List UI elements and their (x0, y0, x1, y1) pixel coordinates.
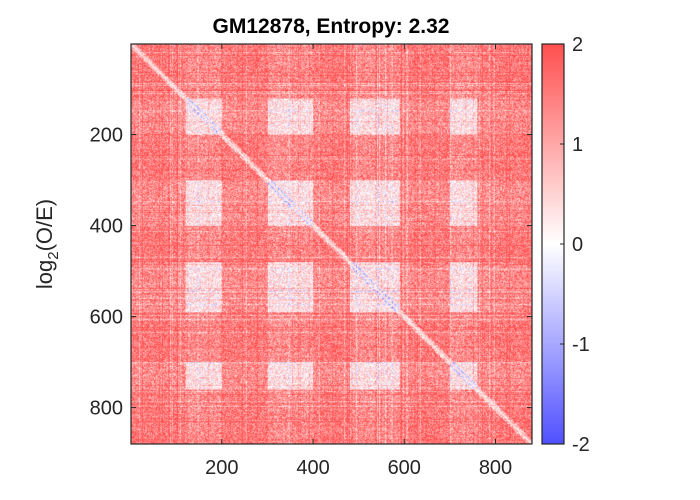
colorbar: 2 1 0 -1 -2 (541, 34, 590, 456)
plot-frame (130, 43, 533, 445)
colorbar-tick-label: -2 (572, 434, 590, 456)
y-tick-label: 400 (90, 216, 123, 238)
y-tick-label: 600 (90, 307, 123, 329)
x-tick-label: 400 (296, 457, 329, 479)
x-tick-label: 200 (205, 457, 238, 479)
heatmap-matrix (131, 44, 532, 444)
y-label-subscript: 2 (45, 251, 62, 259)
y-tick-label: 200 (90, 125, 123, 147)
colorbar-tick-label: 2 (572, 34, 583, 56)
colorbar-tick-label: 0 (572, 234, 583, 256)
colorbar-tick-label: -1 (572, 334, 590, 356)
y-label-base: log (32, 260, 57, 289)
y-axis: 200 400 600 800 (90, 125, 532, 420)
y-tick-label: 800 (90, 398, 123, 420)
heatmap-plot: 200 400 600 800 200 400 600 800 (90, 43, 533, 479)
chart-title: GM12878, Entropy: 2.32 (213, 15, 450, 38)
x-tick-label: 800 (479, 457, 512, 479)
colorbar-tick-label: 1 (572, 134, 583, 156)
colorbar-ticks: 2 1 0 -1 -2 (560, 34, 590, 456)
x-tick-label: 600 (388, 457, 421, 479)
y-label-rest: (O/E) (32, 199, 57, 252)
x-axis: 200 400 600 800 (205, 44, 512, 479)
y-axis-label: log2(O/E) (32, 199, 62, 289)
